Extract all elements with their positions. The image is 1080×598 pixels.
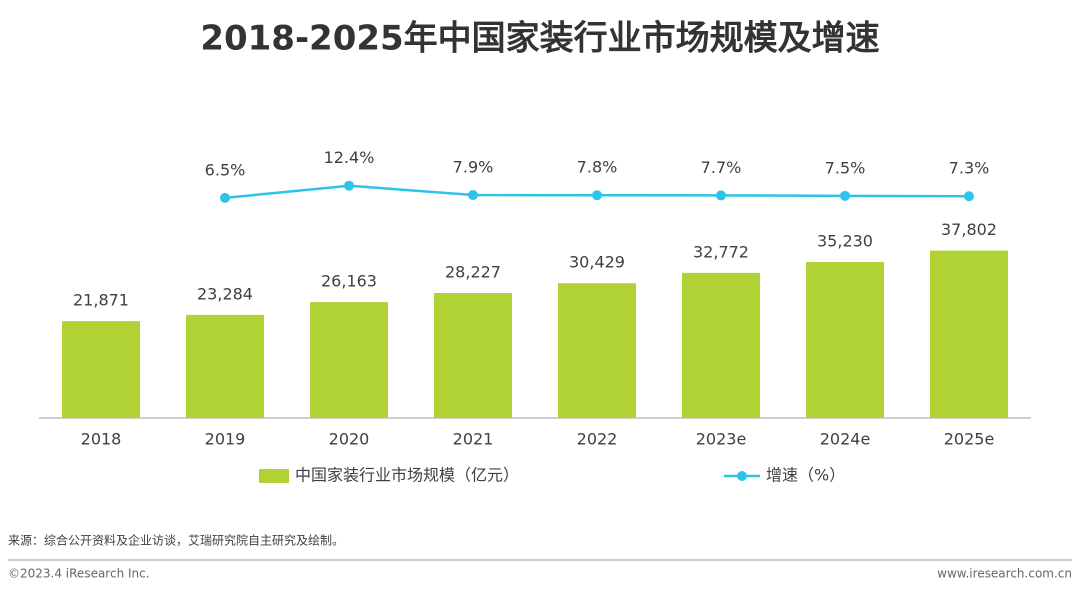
data-label: 7.9% (453, 158, 494, 177)
x-tick-label: 2023e (696, 430, 747, 449)
x-tick-label: 2024e (820, 430, 871, 449)
bar (434, 292, 512, 418)
data-label: 23,284 (197, 284, 253, 303)
data-label: 26,163 (321, 272, 377, 291)
data-label: 12.4% (324, 148, 375, 167)
bar (186, 314, 264, 418)
bar (558, 283, 636, 418)
copyright: ©2023.4 iResearch Inc. (8, 567, 150, 581)
bar (62, 321, 140, 418)
bar (806, 261, 884, 418)
data-label: 21,871 (73, 291, 129, 310)
line-point (344, 180, 354, 191)
x-tick-label: 2020 (329, 430, 370, 449)
legend-swatch-dot (737, 471, 747, 481)
legend-label: 增速（%） (766, 466, 845, 485)
line-point (468, 190, 478, 201)
data-label: 35,230 (817, 231, 873, 250)
data-label: 28,227 (445, 262, 501, 281)
x-tick-label: 2018 (81, 430, 122, 449)
line-point (592, 190, 602, 201)
source-note: 来源：综合公开资料及企业访谈，艾瑞研究院自主研究及绘制。 (8, 533, 344, 548)
data-label: 32,772 (693, 242, 749, 261)
bar (682, 272, 760, 418)
line-point (840, 190, 850, 201)
chart-title: 2018-2025年中国家装行业市场规模及增速 (200, 19, 879, 59)
x-tick-label: 2022 (577, 430, 618, 449)
bar (930, 250, 1008, 418)
data-label: 7.7% (701, 158, 742, 177)
x-tick-label: 2019 (205, 430, 246, 449)
x-tick-label: 2021 (453, 430, 494, 449)
legend-swatch (259, 469, 289, 483)
bar (310, 302, 388, 418)
line-point (716, 190, 726, 201)
website: www.iresearch.com.cn (937, 567, 1072, 581)
data-label: 7.5% (825, 158, 866, 177)
data-label: 7.8% (577, 158, 618, 177)
data-label: 6.5% (205, 160, 246, 179)
data-label: 7.3% (949, 159, 990, 178)
line-point (964, 191, 974, 202)
legend-label: 中国家装行业市场规模（亿元） (295, 466, 519, 485)
data-label: 37,802 (941, 220, 997, 239)
data-label: 30,429 (569, 253, 625, 272)
x-tick-label: 2025e (944, 430, 995, 449)
line-point (220, 192, 230, 203)
